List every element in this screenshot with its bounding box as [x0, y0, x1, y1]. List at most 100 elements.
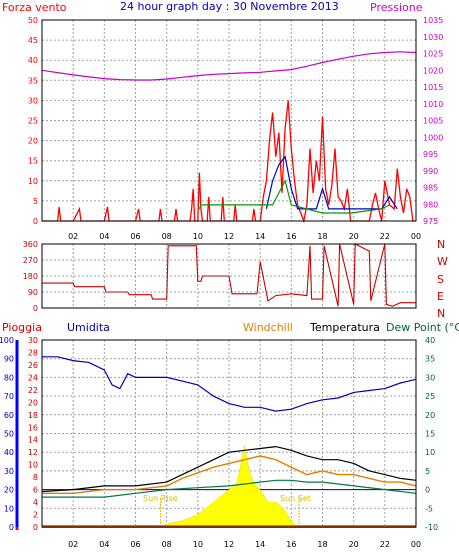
- rain-tick-label: 6: [33, 486, 38, 495]
- dewpoint-label: Dew Point (°C: [386, 321, 459, 334]
- grid-lines: [42, 19, 416, 528]
- temp-tick-label: 15: [425, 430, 435, 439]
- wind-tick-label: 35: [28, 76, 38, 85]
- direction-tick-label: 180: [23, 272, 38, 281]
- humidity-tick-label: 0: [9, 523, 14, 532]
- rain-tick-label: 4: [33, 498, 38, 507]
- temp-tick-label: 10: [425, 448, 435, 457]
- humidity-tick-label: 30: [4, 467, 14, 476]
- rain-label: Pioggia: [2, 321, 42, 334]
- temperature-line: [41, 445, 417, 493]
- x-tick-label: 04: [99, 232, 109, 241]
- humidity-tick-label: 20: [4, 486, 14, 495]
- rain-tick-label: 0: [33, 523, 38, 532]
- pressure-tick-label: 1010: [423, 100, 443, 109]
- x-tick-label: 22: [380, 540, 390, 549]
- compass-n-top: N: [437, 238, 445, 251]
- temp-tick-label: 5: [425, 467, 430, 476]
- temperature-label: Temperatura: [309, 321, 380, 334]
- x-tick-label: 16: [286, 540, 296, 549]
- x-tick-label: 04: [99, 540, 109, 549]
- humidity-tick-label: 80: [4, 373, 14, 382]
- wind-tick-label: 5: [33, 197, 38, 206]
- pressure-tick-label: 990: [423, 167, 438, 176]
- rain-tick-label: 18: [28, 411, 38, 420]
- compass-n-bottom: N: [437, 307, 445, 320]
- temp-tick-label: 35: [425, 355, 435, 364]
- rain-tick-label: 20: [28, 398, 38, 407]
- chart-title: 24 hour graph day : 30 Novembre 2013: [120, 0, 339, 13]
- pressure-tick-label: 985: [423, 184, 438, 193]
- x-tick-label: 18: [317, 232, 327, 241]
- rain-tick-label: 12: [28, 448, 38, 457]
- temp-tick-label: 25: [425, 392, 435, 401]
- x-tick-label: 06: [130, 232, 140, 241]
- x-tick-label: 20: [349, 540, 359, 549]
- compass-e: E: [437, 290, 444, 303]
- x-tick-label: 22: [380, 232, 390, 241]
- direction-tick-label: 0: [33, 304, 38, 313]
- direction-line: [42, 243, 416, 307]
- wind-tick-label: 45: [28, 36, 38, 45]
- x-tick-label: 20: [349, 232, 359, 241]
- x-tick-label: 12: [224, 540, 234, 549]
- humidity-tick-label: 40: [4, 448, 14, 457]
- pressure-tick-label: 1015: [423, 83, 443, 92]
- rain-tick-label: 28: [28, 348, 38, 357]
- x-tick-label: 12: [224, 232, 234, 241]
- rain-tick-label: 10: [28, 461, 38, 470]
- wind-tick-label: 10: [28, 177, 38, 186]
- direction-tick-label: 360: [23, 240, 38, 249]
- humidity-label: Umidita: [67, 321, 110, 334]
- rain-tick-label: 2: [33, 511, 38, 520]
- compass-s: S: [437, 273, 444, 286]
- pressure-tick-label: 1000: [423, 133, 443, 142]
- pressure-line: [41, 51, 417, 81]
- temp-tick-label: 0: [425, 486, 430, 495]
- x-tick-label: 00: [411, 232, 421, 241]
- panel-frame: [41, 19, 417, 222]
- wind-tick-label: 20: [28, 137, 38, 146]
- wind-tick-label: 0: [33, 217, 38, 226]
- pressure-tick-label: 1035: [423, 16, 443, 25]
- pressure-tick-label: 1005: [423, 117, 443, 126]
- x-tick-label: 08: [162, 540, 172, 549]
- compass-w: W: [437, 255, 448, 268]
- pressure-tick-label: 975: [423, 217, 438, 226]
- wind-tick-label: 15: [28, 157, 38, 166]
- humidity-line: [42, 356, 417, 412]
- humidity-tick-label: 70: [4, 392, 14, 401]
- wind-label: Forza vento: [2, 1, 67, 14]
- rain-tick-label: 14: [28, 436, 38, 445]
- wind-tick-label: 25: [28, 117, 38, 126]
- x-tick-label: 02: [68, 540, 78, 549]
- humidity-tick-label: 100: [0, 336, 14, 345]
- x-tick-label: 10: [193, 540, 203, 549]
- wind-tick-label: 30: [28, 96, 38, 105]
- temp-tick-label: -5: [425, 504, 433, 513]
- direction-tick-label: 270: [23, 256, 38, 265]
- windchill-line: [42, 455, 417, 494]
- humidity-tick-label: 90: [4, 355, 14, 364]
- wind-tick-label: 40: [28, 56, 38, 65]
- rain-tick-label: 26: [28, 361, 38, 370]
- x-tick-label: 06: [130, 540, 140, 549]
- temp-tick-label: 40: [425, 336, 435, 345]
- x-tick-label: 08: [162, 232, 172, 241]
- panel-frame: [41, 243, 417, 309]
- pressure-tick-label: 980: [423, 200, 438, 209]
- sun-set-label: Sun Set: [280, 494, 311, 503]
- wind-tick-label: 50: [28, 16, 38, 25]
- humidity-tick-label: 60: [4, 411, 14, 420]
- rain-area: [158, 445, 299, 528]
- temp-tick-label: -10: [425, 523, 438, 532]
- x-tick-label: 10: [193, 232, 203, 241]
- pressure-tick-label: 1030: [423, 33, 443, 42]
- rain-tick-label: 30: [28, 336, 38, 345]
- pressure-tick-label: 995: [423, 150, 438, 159]
- dewpoint-line: [42, 479, 417, 498]
- humidity-tick-label: 50: [4, 430, 14, 439]
- x-tick-label: 16: [286, 232, 296, 241]
- rain-tick-label: 16: [28, 423, 38, 432]
